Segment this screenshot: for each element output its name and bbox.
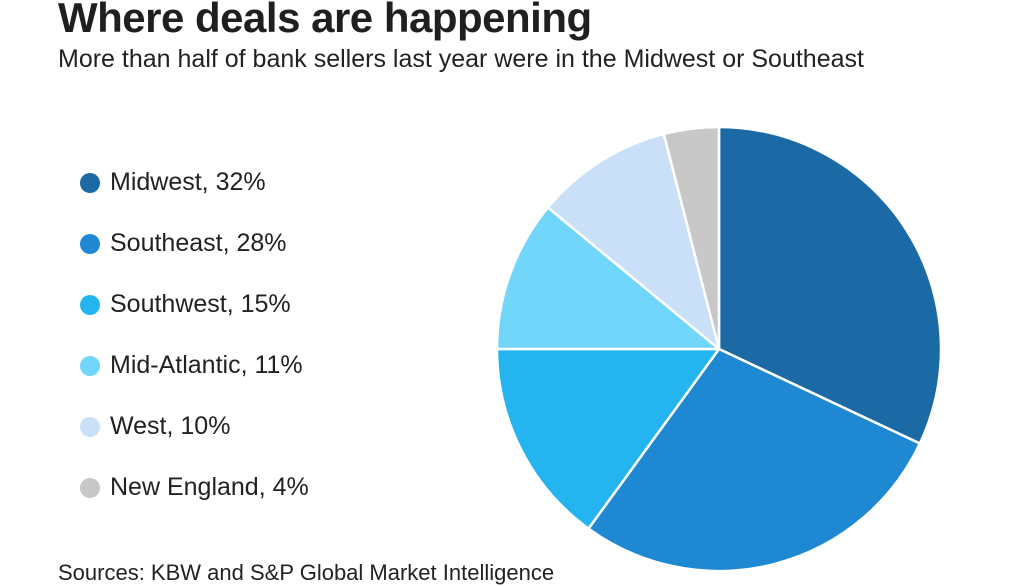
legend-swatch-new-england [80,477,100,498]
pie-slice-midwest [717,125,943,445]
legend-label-west: West, 10% [110,412,231,440]
legend-label-southeast: Southeast, 28% [110,229,287,257]
legend-label-midwest: Midwest, 32% [110,168,266,196]
legend-item-midwest: Midwest, 32% [80,152,309,213]
pie-slice-southeast [587,347,922,573]
pie-slice-new-england [662,125,721,351]
pie-slice-west [546,132,721,351]
legend-swatch-southwest [80,294,100,315]
chart-title: Where deals are happening [58,0,592,41]
pie-slice-mid-atlantic [495,206,721,351]
legend-label-mid-atlantic: Mid-Atlantic, 11% [110,351,303,379]
legend: Midwest, 32% Southeast, 28% Southwest, 1… [80,152,309,518]
legend-item-west: West, 10% [80,396,309,457]
legend-item-southeast: Southeast, 28% [80,213,309,274]
legend-label-new-england: New England, 4% [110,473,309,501]
legend-label-southwest: Southwest, 15% [110,290,291,318]
legend-swatch-midwest [80,172,100,193]
source-note: Sources: KBW and S&P Global Market Intel… [58,560,555,585]
legend-item-new-england: New England, 4% [80,457,309,518]
pie-slice-southwest [495,347,721,530]
legend-swatch-west [80,416,100,437]
legend-swatch-southeast [80,233,100,254]
legend-item-mid-atlantic: Mid-Atlantic, 11% [80,335,309,396]
chart-subtitle: More than half of bank sellers last year… [58,45,864,73]
legend-item-southwest: Southwest, 15% [80,274,309,335]
legend-swatch-mid-atlantic [80,355,100,376]
